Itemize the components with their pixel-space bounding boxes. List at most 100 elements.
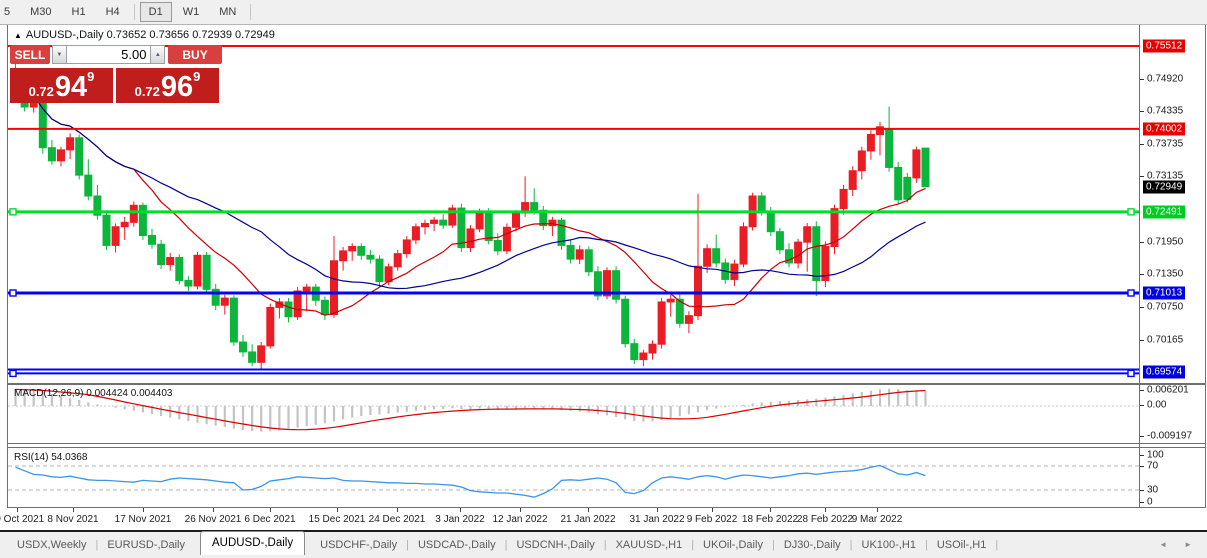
bull-candle <box>393 253 402 268</box>
line-handle[interactable] <box>9 369 17 378</box>
line-handle[interactable] <box>9 208 17 216</box>
bear-candle <box>439 219 448 226</box>
bid-price-main: 94 <box>54 71 88 103</box>
tab-scroll-left-icon[interactable]: ◄ <box>1159 540 1167 549</box>
volume-increase-button[interactable]: ▲ <box>150 45 166 64</box>
symbol-title: AUDUSD-,Daily 0.73652 0.73656 0.72939 0.… <box>25 29 275 41</box>
macd-signal-line <box>15 388 926 431</box>
bull-candle <box>912 149 921 179</box>
bull-candle <box>421 222 429 228</box>
ma-fast-line[interactable] <box>15 80 926 316</box>
bull-candle <box>794 241 803 264</box>
bear-candle <box>557 219 566 246</box>
volume-decrease-button[interactable]: ▼ <box>52 45 67 64</box>
bear-candle <box>712 248 721 264</box>
date-tick <box>337 508 338 512</box>
line-handle[interactable] <box>1127 208 1135 216</box>
date-tick <box>397 508 398 512</box>
date-label: 9 Feb 2022 <box>686 514 738 525</box>
timeframe-button-5[interactable]: 5 <box>4 6 11 18</box>
chart-tab-eurusd-daily[interactable]: EURUSD-,Daily <box>107 539 185 551</box>
sell-button[interactable]: SELL <box>10 45 50 64</box>
bull-candle <box>166 256 175 266</box>
bear-candle <box>47 147 56 162</box>
date-tick <box>17 508 18 512</box>
pane-separator-macd[interactable] <box>7 383 1205 385</box>
rsi-scale-label: 100 <box>1147 449 1164 461</box>
price-tick-label: 0.71950 <box>1147 236 1184 248</box>
bull-candle <box>257 345 266 363</box>
scale-tick <box>1140 405 1144 406</box>
bull-candle <box>839 188 848 210</box>
price-tick-label: 0.73135 <box>1147 170 1184 182</box>
buy-button[interactable]: BUY <box>168 45 222 64</box>
chart-tab-usdchf-daily[interactable]: USDCHF-,Daily <box>320 539 398 551</box>
bear-candle <box>539 209 548 227</box>
bull-candle <box>803 226 812 243</box>
bear-candle <box>239 341 247 353</box>
bear-candle <box>566 244 575 260</box>
date-label: 15 Dec 2021 <box>308 514 366 525</box>
chart-tab-usdcad-daily[interactable]: USDCAD-,Daily <box>417 539 496 551</box>
date-label: 18 Feb 2022 <box>741 514 799 525</box>
bull-candle <box>57 149 65 162</box>
tab-separator: | <box>995 539 999 551</box>
rsi-pane[interactable] <box>8 449 1139 507</box>
line-handle[interactable] <box>1127 369 1135 378</box>
scale-tick <box>1140 339 1144 341</box>
chart-tab-usoil-h1[interactable]: USOil-,H1 <box>936 539 987 551</box>
bear-candle <box>894 166 903 201</box>
chart-tab-ukoil-daily[interactable]: UKOil-,Daily <box>703 539 763 551</box>
bear-candle <box>484 211 493 241</box>
chart-tab-audusd-daily[interactable]: AUDUSD-,Daily <box>199 531 306 555</box>
chart-tab-uk100-h1[interactable]: UK100-,H1 <box>861 539 916 551</box>
ask-price-box[interactable]: 0.72 96 9 <box>116 68 219 103</box>
chart-tab-usdcnh-daily[interactable]: USDCNH-,Daily <box>516 539 595 551</box>
date-label: 6 Dec 2021 <box>244 514 296 525</box>
bid-price-box[interactable]: 0.72 94 9 <box>10 68 113 103</box>
rsi-line <box>15 464 926 498</box>
timeframe-button-mn[interactable]: MN <box>219 6 237 18</box>
date-label: 3 Jan 2022 <box>435 514 485 525</box>
line-handle[interactable] <box>1127 289 1135 297</box>
bull-candle <box>830 208 839 247</box>
scale-tick <box>1140 502 1144 503</box>
bear-candle <box>202 254 211 290</box>
timeframe-button-d1[interactable]: D1 <box>139 2 172 22</box>
bull-candle <box>411 226 420 241</box>
tab-separator: | <box>924 539 928 551</box>
timeframe-button-w1[interactable]: W1 <box>182 6 200 18</box>
tab-separator: | <box>95 539 99 551</box>
main-price-pane[interactable] <box>8 26 1139 383</box>
chart-tab-dj30-daily[interactable]: DJ30-,Daily <box>783 539 841 551</box>
bull-candle <box>475 211 484 230</box>
date-tick <box>73 508 74 512</box>
chart-tab-xauusd-h1[interactable]: XAUUSD-,H1 <box>615 539 683 551</box>
ma-slow-line[interactable] <box>15 80 926 290</box>
pane-separator-rsi-top[interactable] <box>7 443 1205 444</box>
scale-tick <box>1140 274 1144 276</box>
pane-separator-rsi-bottom[interactable] <box>7 447 1205 448</box>
bear-candle <box>775 231 784 251</box>
tab-scroll-right-icon[interactable]: ► <box>1184 540 1192 549</box>
line-handle[interactable] <box>9 289 17 297</box>
bear-candle <box>148 235 156 245</box>
date-label: 12 Jan 2022 <box>492 514 548 525</box>
bear-candle <box>93 195 102 216</box>
date-label: 17 Nov 2021 <box>114 514 172 525</box>
bull-candle <box>430 219 439 224</box>
volume-input[interactable]: 5.00 <box>66 45 151 64</box>
macd-pane[interactable] <box>8 386 1139 443</box>
chart-tab-usdx-weekly[interactable]: USDX,Weekly <box>17 539 87 551</box>
date-tick <box>270 508 271 512</box>
timeframe-button-h4[interactable]: H4 <box>105 6 120 18</box>
price-level-label: 0.75512 <box>1143 39 1186 53</box>
bear-candle <box>248 351 257 363</box>
date-tick <box>588 508 589 512</box>
ask-price-main: 96 <box>160 71 194 103</box>
timeframe-button-m30[interactable]: M30 <box>30 6 52 18</box>
collapse-triangle-icon[interactable]: ▲ <box>14 31 22 40</box>
bear-candle <box>612 270 621 300</box>
toolbar-separator <box>250 4 252 20</box>
timeframe-button-h1[interactable]: H1 <box>71 6 86 18</box>
